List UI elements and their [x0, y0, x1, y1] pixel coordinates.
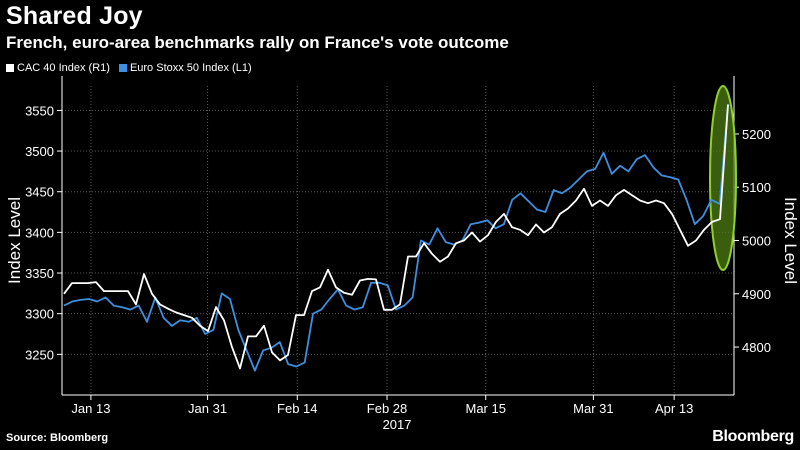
- chart-title: Shared Joy: [6, 2, 143, 30]
- tick-label-x: Mar 15: [465, 401, 505, 416]
- chart-subtitle: French, euro-area benchmarks rally on Fr…: [6, 33, 509, 52]
- legend-swatch-stoxx: [118, 64, 127, 72]
- tick-label-left-3350: 3350: [25, 266, 54, 281]
- series-line-cac-40: [63, 104, 729, 370]
- tick-label-right-5100: 5100: [742, 180, 771, 195]
- legend-item-cac: CAC 40 Index (R1): [6, 62, 110, 74]
- tick-label-left-3250: 3250: [25, 347, 54, 362]
- tick-label-x: Mar 31: [573, 401, 613, 416]
- legend-swatch-cac: [6, 64, 14, 72]
- tick-label-x: Feb 14: [277, 401, 317, 416]
- tick-label-x: Jan 31: [188, 401, 227, 416]
- tick-label-x: Feb 28: [367, 401, 407, 416]
- tick-label-right-4800: 4800: [742, 340, 771, 355]
- legend-label-cac: CAC 40 Index (R1): [17, 62, 110, 74]
- series-line-euro-stoxx-50: [63, 103, 729, 372]
- tick-label-right-5200: 5200: [742, 127, 771, 142]
- legend: CAC 40 Index (R1) Euro Stoxx 50 Index (L…: [6, 62, 261, 74]
- brand-logo: Bloomberg: [712, 428, 794, 445]
- y-axis-title-right: Index Level: [781, 197, 800, 284]
- tick-label-left-3500: 3500: [25, 144, 54, 159]
- tick-label-x: Jan 13: [71, 401, 110, 416]
- tick-label-left-3550: 3550: [25, 103, 54, 118]
- y-axis-title-left: Index Level: [5, 197, 24, 284]
- legend-label-stoxx: Euro Stoxx 50 Index (L1): [129, 62, 252, 74]
- tick-label-right-5000: 5000: [742, 234, 771, 249]
- tick-label-left-3300: 3300: [25, 307, 54, 322]
- tick-label-right-4900: 4900: [742, 287, 771, 302]
- tick-label-left-3400: 3400: [25, 225, 54, 240]
- legend-item-stoxx: Euro Stoxx 50 Index (L1): [118, 62, 252, 74]
- x-axis-year-label: 2017: [383, 417, 412, 432]
- tick-label-x: Apr 13: [655, 401, 693, 416]
- tick-label-left-3450: 3450: [25, 185, 54, 200]
- source-note: Source: Bloomberg: [6, 432, 109, 444]
